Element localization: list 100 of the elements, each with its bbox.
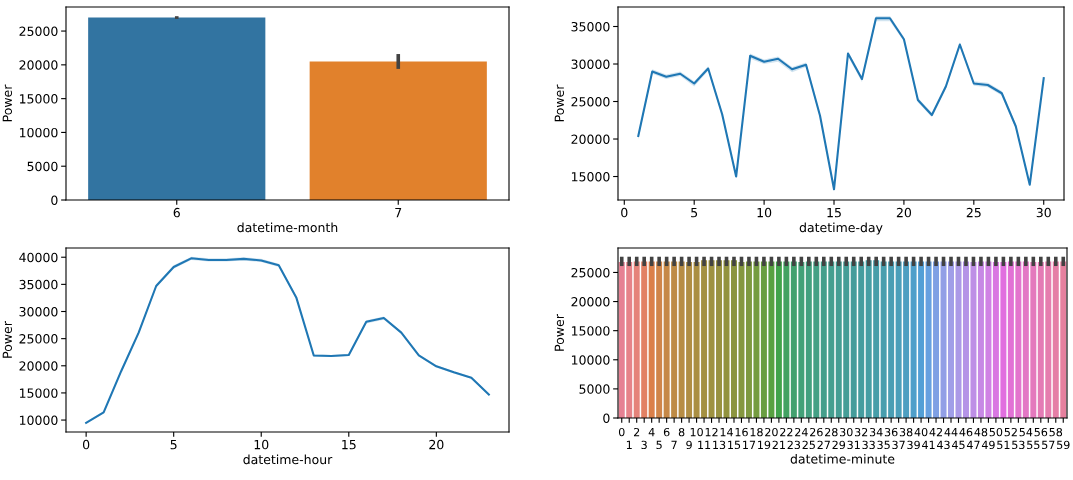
- y-tick-label: 25000: [19, 26, 58, 36]
- x-tick-label: 7: [671, 440, 677, 449]
- x-tick-label: 34: [869, 427, 883, 437]
- x-axis-title: datetime-day: [799, 222, 883, 235]
- x-tick-label: 0: [82, 439, 90, 450]
- x-tick-label: 21: [772, 440, 785, 449]
- x-tick-label: 29: [832, 440, 846, 450]
- x-tick-label: 30: [840, 427, 853, 437]
- x-tick-label: 50: [989, 427, 1003, 437]
- y-tick-label: 20000: [571, 134, 610, 144]
- x-tick-label: 58: [1049, 427, 1063, 437]
- x-axis-title: datetime-month: [237, 222, 338, 233]
- x-tick-label: 25: [966, 207, 981, 218]
- x-tick-label: 10: [757, 207, 772, 218]
- x-tick-label: 23: [787, 440, 801, 450]
- x-tick-label: 35: [877, 440, 890, 450]
- x-tick-label: 40: [914, 427, 928, 437]
- x-tick-label: 46: [959, 427, 973, 437]
- y-tick-label: 15000: [19, 388, 58, 398]
- x-tick-label: 4: [648, 428, 655, 437]
- x-tick-label: 27: [817, 440, 830, 449]
- x-tick-label: 0: [618, 427, 625, 437]
- x-tick-label: 15: [342, 440, 356, 450]
- x-tick-label: 47: [966, 440, 980, 449]
- x-axis-title: datetime-hour: [243, 454, 333, 465]
- x-tick-label: 25: [802, 440, 815, 450]
- x-tick-label: 9: [686, 440, 692, 450]
- x-tick-label: 16: [735, 427, 748, 437]
- x-tick-label: 41: [922, 440, 935, 449]
- x-tick-label: 39: [907, 440, 920, 450]
- y-axis-title: Power: [554, 314, 565, 351]
- x-tick-label: 17: [743, 440, 756, 449]
- x-tick-label: 42: [929, 427, 942, 437]
- x-tick-label: 5: [656, 440, 662, 450]
- y-tick-label: 35000: [571, 21, 610, 32]
- y-tick-label: 30000: [571, 59, 610, 69]
- x-tick-label: 6: [173, 207, 180, 218]
- x-tick-label: 49: [981, 440, 995, 450]
- x-tick-label: 55: [1027, 440, 1040, 450]
- x-tick-label: 0: [621, 207, 628, 218]
- y-tick-label: 10000: [19, 127, 58, 138]
- x-tick-label: 13: [713, 440, 726, 450]
- x-tick-label: 44: [944, 428, 958, 437]
- x-tick-label: 33: [862, 440, 875, 450]
- y-axis-title: Power: [554, 84, 565, 122]
- x-tick-label: 5: [691, 208, 698, 218]
- x-tick-label: 22: [780, 427, 793, 437]
- y-tick-label: 35000: [19, 279, 58, 290]
- x-tick-label: 53: [1012, 440, 1025, 450]
- x-tick-label: 52: [1004, 427, 1017, 437]
- x-tick-label: 20: [765, 427, 778, 437]
- y-tick-label: 20000: [571, 297, 610, 307]
- y-tick-label: 10000: [571, 355, 610, 365]
- x-tick-label: 30: [1036, 207, 1051, 218]
- x-tick-label: 54: [1019, 428, 1033, 437]
- x-tick-label: 57: [1042, 440, 1055, 450]
- x-tick-label: 51: [997, 440, 1010, 450]
- x-tick-label: 5: [170, 440, 177, 450]
- x-tick-label: 20: [896, 207, 912, 218]
- x-tick-label: 24: [795, 427, 808, 437]
- y-tick-label: 5000: [27, 161, 58, 172]
- x-tick-label: 1: [626, 440, 632, 449]
- y-tick-label: 10000: [19, 415, 58, 425]
- x-tick-label: 2: [633, 427, 640, 437]
- x-tick-label: 8: [678, 427, 685, 437]
- x-tick-label: 3: [641, 440, 647, 450]
- x-tick-label: 43: [937, 440, 950, 450]
- y-tick-label: 15000: [571, 326, 610, 336]
- x-tick-label: 15: [827, 208, 841, 218]
- x-tick-label: 38: [899, 427, 913, 437]
- x-tick-label: 28: [825, 427, 838, 437]
- x-tick-label: 11: [698, 440, 711, 449]
- y-axis-title: Power: [2, 84, 13, 122]
- y-tick-label: 25000: [571, 267, 610, 278]
- x-tick-label: 45: [951, 440, 965, 450]
- x-tick-label: 14: [720, 428, 733, 437]
- y-tick-label: 25000: [571, 96, 610, 107]
- x-tick-label: 48: [974, 427, 988, 437]
- y-tick-label: 15000: [571, 171, 610, 182]
- y-tick-label: 25000: [19, 334, 58, 344]
- y-tick-label: 40000: [19, 252, 58, 263]
- y-tick-label: 30000: [19, 306, 58, 317]
- x-tick-label: 10: [254, 439, 269, 450]
- y-tick-label: 5000: [579, 384, 610, 394]
- x-tick-label: 31: [847, 440, 860, 450]
- x-tick-label: 36: [884, 427, 898, 437]
- x-tick-label: 7: [395, 208, 402, 218]
- y-axis-title: Power: [2, 321, 13, 358]
- y-tick-label: 15000: [19, 94, 58, 104]
- x-tick-label: 10: [690, 427, 703, 437]
- y-tick-label: 20000: [19, 60, 58, 70]
- y-tick-label: 20000: [19, 361, 58, 371]
- y-tick-label: 0: [51, 195, 58, 205]
- x-tick-label: 19: [758, 440, 771, 450]
- x-tick-label: 6: [663, 427, 670, 437]
- x-tick-label: 12: [705, 427, 718, 437]
- y-tick-label: 0: [603, 413, 610, 423]
- x-axis-title: datetime-minute: [790, 454, 895, 464]
- x-tick-label: 18: [750, 427, 763, 437]
- x-tick-label: 32: [854, 427, 868, 437]
